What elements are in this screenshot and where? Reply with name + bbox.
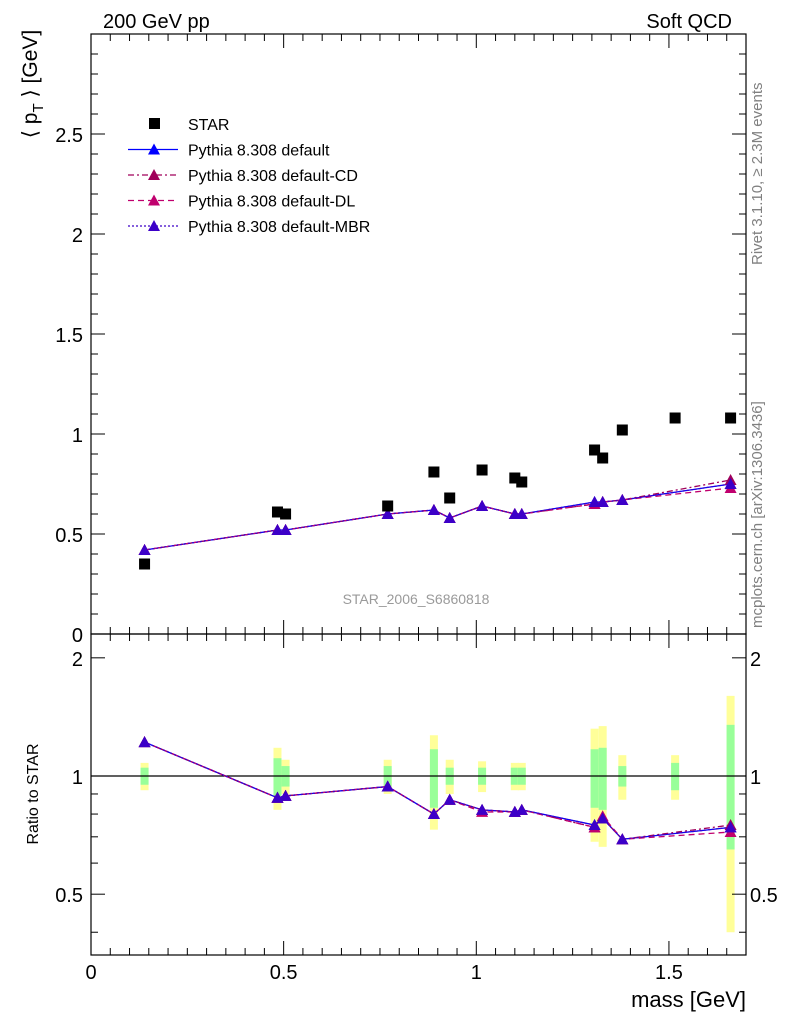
main-series-point: [138, 544, 151, 555]
main-y-tick-label: 1.5: [55, 325, 83, 347]
ratio-y-tick-label: 2: [72, 649, 83, 671]
x-tick-label: 0.5: [270, 962, 298, 984]
legend-marker: [148, 143, 160, 155]
main-series-point: [476, 500, 489, 511]
ratio-panel: 0.5 0.5 1 1 2 2 0 0.5 1 1.5: [55, 633, 778, 984]
main-series-point: [381, 508, 394, 519]
main-series-point: [724, 478, 737, 489]
x-tick-label: 0: [85, 962, 96, 984]
main-series-point: [443, 512, 456, 523]
ratio-series-point: [138, 736, 151, 748]
ratio-band-inner: [429, 749, 438, 808]
legend-label: Pythia 8.308 default-MBR: [188, 219, 370, 236]
main-panel: 0 0.5 1 1.5 2 2.5: [55, 33, 747, 647]
star-data-point: [516, 476, 528, 488]
x-axis-title: mass [GeV]: [631, 987, 746, 1012]
ratio-frame: [90, 633, 747, 956]
main-y-tick-label: 0.5: [55, 525, 83, 547]
legend-label: Pythia 8.308 default-DL: [188, 194, 355, 211]
ratio-y-tick-label-right: 0.5: [750, 885, 778, 907]
ratio-series-point: [616, 833, 629, 845]
ratio-y-tick-label: 0.5: [55, 885, 83, 907]
x-tick-label: 1: [471, 962, 482, 984]
legend-marker: [148, 220, 160, 231]
star-data-point: [280, 508, 292, 520]
main-y-tick-label: 0: [72, 625, 83, 647]
ratio-series-4: [138, 736, 737, 845]
rivet-version-text: Rivet 3.1.10, ≥ 2.3M events: [749, 83, 766, 266]
ratio-series-point: [427, 808, 440, 820]
star-data: [139, 412, 737, 570]
legend-marker: [148, 194, 160, 206]
main-y-axis-title: ⟨ pT ⟩ [GeV]: [19, 30, 47, 138]
ratio-y-tick-label: 1: [72, 767, 83, 789]
main-y-tick-label: 2.5: [55, 125, 83, 147]
ratio-y-tick-label-right: 1: [750, 767, 761, 789]
star-data-point: [509, 472, 521, 484]
star-data-point: [271, 506, 283, 518]
legend: STAR Pythia 8.308 default Pythia 8.308 def…: [128, 117, 370, 236]
main-series-1: [138, 478, 737, 555]
star-data-point: [382, 500, 394, 512]
main-y-tick-label: 1: [72, 425, 83, 447]
ratio-band-inner: [726, 724, 735, 850]
header-right: Soft QCD: [646, 11, 732, 33]
ratio-y-tick-label-right: 2: [750, 649, 761, 671]
star-data-point: [476, 464, 488, 476]
star-data-point: [616, 424, 628, 436]
main-series-point: [279, 524, 292, 535]
main-series-point: [271, 524, 284, 535]
x-tick-label: 1.5: [655, 962, 683, 984]
main-series-point: [596, 496, 609, 507]
legend-label: STAR: [188, 117, 229, 134]
legend-label: Pythia 8.308 default: [188, 143, 330, 160]
legend-marker: [148, 169, 160, 180]
ratio-y-axis-title: Ratio to STAR: [25, 743, 42, 844]
main-series-line: [144, 483, 731, 551]
star-data-point: [428, 466, 440, 478]
ratio-series-point: [279, 789, 292, 801]
main-series-3: [138, 482, 737, 555]
header-left: 200 GeV pp: [103, 11, 210, 33]
ratio-series-point: [443, 793, 456, 805]
ratio-band-inner: [598, 747, 607, 810]
ratio-series-point: [596, 812, 609, 824]
star-data-point: [597, 452, 609, 464]
ratio-series-point: [515, 803, 528, 815]
ratio-band-inner: [590, 749, 599, 808]
ratio-band-inner: [273, 758, 282, 796]
legend-label: Pythia 8.308 default-CD: [188, 168, 358, 185]
legend-marker: [149, 118, 160, 129]
ratio-series-point: [588, 819, 601, 831]
main-series-point: [515, 508, 528, 519]
ratio-series-point: [476, 803, 489, 815]
star-data-point: [139, 558, 151, 570]
star-data-point: [444, 492, 456, 504]
main-series-point: [616, 494, 629, 505]
analysis-watermark: STAR_2006_S6860818: [343, 591, 490, 607]
star-data-point: [589, 444, 601, 456]
main-series-point: [588, 496, 601, 507]
main-y-tick-label: 2: [72, 225, 83, 247]
main-series-4: [138, 478, 737, 555]
main-series-line: [144, 483, 731, 551]
main-series-point: [427, 504, 440, 515]
ratio-series-point: [724, 821, 737, 833]
star-data-point: [669, 412, 681, 424]
star-data-point: [725, 412, 737, 424]
mcplots-credit-text: mcplots.cern.ch [arXiv:1306.3436]: [749, 401, 766, 628]
ratio-series-point: [381, 780, 394, 792]
